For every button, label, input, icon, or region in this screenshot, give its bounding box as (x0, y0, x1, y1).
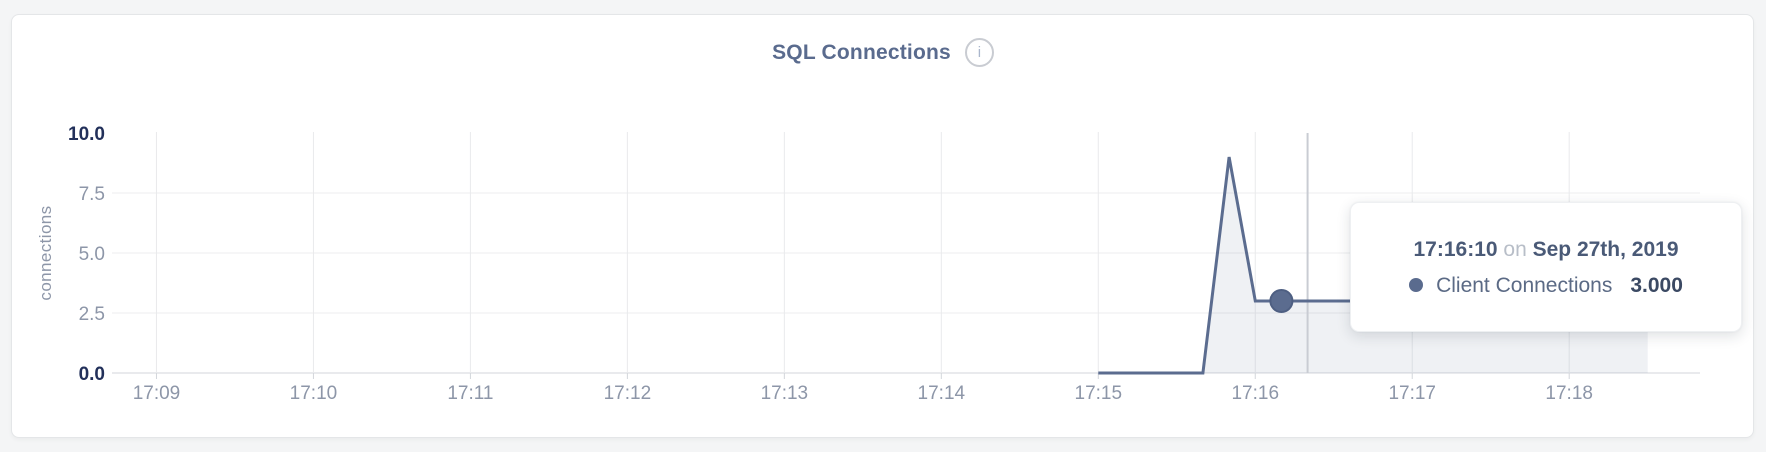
y-tick-label: 10.0 (68, 124, 105, 145)
tooltip-series-name: Client Connections (1436, 273, 1613, 297)
series-bullet-icon (1409, 278, 1424, 292)
x-tick-label: 17:16 (1231, 383, 1279, 404)
x-tick-label: 17:17 (1388, 383, 1436, 404)
y-axis-title: connections (36, 205, 55, 301)
tooltip-series-row: Client Connections 3.000 (1409, 271, 1683, 300)
tooltip-date: Sep 27th, 2019 (1532, 237, 1679, 261)
y-tick-label: 2.5 (79, 304, 105, 325)
x-tick-label: 17:18 (1545, 383, 1593, 404)
tooltip-timestamp: 17:16:10 on Sep 27th, 2019 (1413, 235, 1678, 264)
chart-tooltip: 17:16:10 on Sep 27th, 2019 Client Connec… (1350, 202, 1742, 332)
x-tick-label: 17:12 (604, 383, 652, 404)
info-icon[interactable]: i (964, 38, 994, 67)
highlighted-point[interactable] (1269, 289, 1294, 313)
x-tick-label: 17:15 (1075, 383, 1123, 404)
tooltip-series-value: 3.000 (1630, 273, 1683, 297)
x-tick-label: 17:13 (761, 383, 809, 404)
y-tick-label: 5.0 (79, 244, 105, 265)
y-tick-label: 0.0 (79, 364, 105, 385)
chart-header: SQL Connections i (0, 38, 1766, 67)
tooltip-time: 17:16:10 (1413, 237, 1498, 261)
x-tick-label: 17:14 (918, 383, 966, 404)
chart-title: SQL Connections (772, 40, 951, 64)
x-tick-label: 17:10 (290, 383, 338, 404)
tooltip-on-word: on (1503, 237, 1527, 261)
x-tick-label: 17:11 (447, 383, 493, 404)
y-tick-label: 7.5 (79, 184, 105, 205)
x-tick-label: 17:09 (133, 383, 181, 404)
